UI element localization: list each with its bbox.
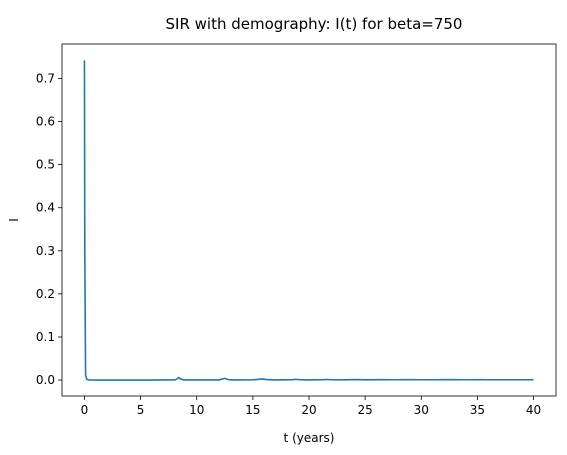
y-tick-label: 0.7	[36, 71, 55, 85]
x-tick-label: 5	[137, 403, 145, 417]
x-tick-label: 10	[189, 403, 204, 417]
y-tick-label: 0.1	[36, 330, 55, 344]
x-tick-label: 20	[301, 403, 316, 417]
x-tick-label: 40	[526, 403, 541, 417]
x-tick-label: 35	[470, 403, 485, 417]
x-tick-label: 30	[414, 403, 429, 417]
y-tick-label: 0.4	[36, 201, 55, 215]
series-line-0	[83, 60, 534, 381]
x-tick-label: 0	[81, 403, 89, 417]
y-tick-label: 0.5	[36, 158, 55, 172]
y-tick-label: 0.6	[36, 115, 55, 129]
x-tick-label: 25	[357, 403, 372, 417]
x-axis: 0 5 10 15 20 25 30 35 40	[81, 396, 541, 417]
chart-title: SIR with demography: I(t) for beta=750	[166, 15, 463, 33]
y-axis: 0.0 0.1 0.2 0.3 0.4 0.5 0.6 0.7	[36, 71, 62, 387]
plot-frame	[61, 43, 557, 397]
plot-area	[61, 43, 557, 397]
y-axis-label: I	[7, 218, 21, 222]
x-axis-label: t (years)	[284, 431, 335, 445]
y-tick-label: 0.3	[36, 244, 55, 258]
x-tick-label: 15	[245, 403, 260, 417]
data-layer	[83, 60, 534, 381]
y-tick-label: 0.2	[36, 287, 55, 301]
y-tick-label: 0.0	[36, 373, 55, 387]
